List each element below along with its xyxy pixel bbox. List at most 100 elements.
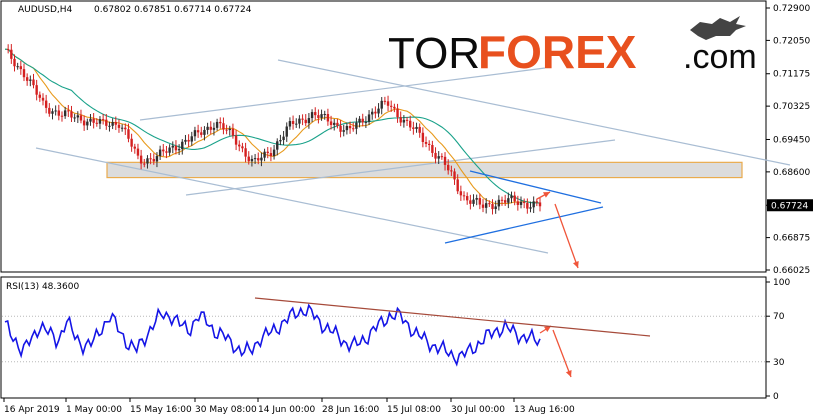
candle-body	[263, 151, 266, 158]
bull-icon	[690, 16, 746, 40]
candle-body	[193, 130, 197, 137]
candle-body	[462, 195, 466, 197]
candle-body	[19, 66, 23, 70]
candle-body	[89, 118, 92, 122]
candle-body	[162, 149, 165, 152]
candle-body	[481, 204, 485, 208]
candle-body	[326, 114, 330, 122]
candle-body	[76, 115, 80, 118]
candle-body	[70, 111, 73, 118]
candle-body	[187, 139, 190, 142]
candle-body	[415, 126, 418, 129]
candle-body	[352, 128, 355, 130]
candle-body	[79, 115, 83, 121]
candle-body	[450, 170, 453, 172]
candle-body	[453, 171, 456, 180]
candle-body	[41, 97, 45, 101]
candle-body	[526, 202, 529, 209]
candle-body	[355, 122, 358, 129]
candle-body	[535, 201, 539, 203]
candle-body	[484, 203, 488, 208]
candle-body	[475, 198, 478, 200]
time-tick-label: 1 May 00:00	[66, 405, 122, 415]
time-tick-label: 13 Aug 16:00	[514, 405, 575, 415]
price-tick-label: 0.72900	[773, 4, 810, 14]
candle-body	[285, 126, 288, 137]
candle-body	[519, 201, 523, 205]
candle-body	[111, 122, 114, 126]
candle-body	[184, 139, 187, 142]
candle-body	[494, 206, 497, 210]
rsi-trendline	[254, 297, 651, 337]
candle-body	[51, 111, 54, 114]
triangle-lower	[444, 206, 604, 244]
candle-body	[513, 195, 516, 202]
candle-body	[522, 201, 526, 203]
candle-body	[225, 129, 228, 131]
candle-body	[171, 145, 174, 148]
candle-body	[6, 49, 10, 51]
candle-body	[405, 119, 409, 121]
candle-body	[22, 69, 26, 78]
candle-body	[291, 121, 295, 124]
candle-body	[108, 125, 111, 127]
candle-body	[314, 112, 317, 116]
channel-line	[35, 147, 549, 254]
candle-body	[181, 141, 184, 150]
candle-body	[396, 108, 399, 118]
candle-body	[399, 117, 402, 123]
candle-body	[465, 196, 469, 201]
candle-body	[44, 100, 48, 108]
price-tick-label: 0.66875	[773, 234, 810, 244]
candle-body	[219, 121, 222, 124]
candle-body	[92, 118, 95, 123]
price-tick-label: 0.71175	[773, 70, 810, 80]
candle-body	[120, 127, 124, 129]
candle-body	[279, 140, 282, 142]
candle-body	[25, 77, 29, 81]
logo-text-com: .com	[683, 38, 757, 76]
candle-body	[48, 107, 51, 114]
candle-body	[301, 118, 304, 120]
candle-body	[364, 121, 368, 123]
channel-line	[185, 139, 616, 196]
candle-body	[60, 115, 64, 117]
candle-body	[443, 156, 447, 165]
candle-body	[143, 163, 146, 165]
arrow-down-price	[554, 203, 579, 269]
candle-body	[149, 158, 152, 160]
candle-body	[16, 66, 19, 68]
candle-body	[231, 128, 235, 136]
candle-body	[244, 148, 247, 157]
arrow-down-price-head	[573, 261, 579, 268]
support-zone-rect	[106, 161, 743, 179]
candle-body	[196, 130, 200, 133]
rsi-tick-label: 100	[773, 278, 790, 288]
candle-body	[424, 141, 428, 144]
candle-body	[269, 153, 273, 157]
candle-body	[250, 158, 254, 162]
candle-body	[288, 121, 292, 127]
candle-body	[393, 106, 396, 109]
candle-body	[418, 126, 421, 133]
candle-body	[200, 132, 203, 135]
ma-slow-line	[4, 48, 541, 204]
candle-body	[67, 110, 70, 112]
price-tick-label: 0.66025	[773, 266, 810, 276]
triangle-upper	[469, 170, 602, 204]
channel-line	[277, 59, 791, 166]
candle-body	[339, 125, 342, 132]
candle-body	[152, 158, 155, 162]
candle-body	[377, 108, 380, 114]
candle-body	[222, 123, 225, 130]
arrow-down-rsi	[552, 329, 572, 378]
rsi-line	[4, 303, 541, 367]
candle-body	[333, 122, 336, 125]
candle-body	[266, 151, 269, 154]
candle-body	[510, 195, 513, 199]
candle-body	[342, 130, 345, 132]
time-tick-label: 28 Jun 16:00	[322, 405, 379, 415]
arrow-up-rsi-head	[544, 326, 551, 332]
candle-body	[295, 123, 298, 125]
